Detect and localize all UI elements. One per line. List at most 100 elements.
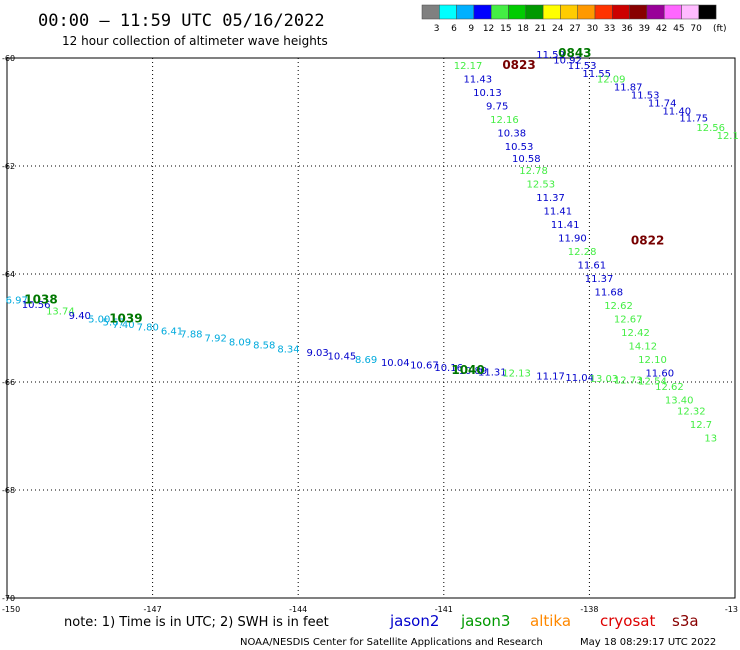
wave-height-label: 13: [704, 433, 717, 444]
wave-height-label: 11.53: [568, 61, 597, 72]
wave-height-label: 12.62: [655, 382, 684, 393]
wave-height-label: 10.53: [505, 142, 534, 153]
wave-height-label: 11.40: [662, 107, 691, 118]
x-tick-label: -138: [580, 605, 598, 614]
x-tick-label: -141: [435, 605, 453, 614]
wave-height-label: 7.40: [112, 320, 134, 331]
plot-frame: [6, 57, 736, 599]
wave-height-label: 12.32: [677, 406, 706, 417]
wave-height-label: 11.60: [645, 369, 674, 380]
footnote: note: 1) Time is in UTC; 2) SWH is in fe…: [64, 615, 329, 630]
legend-swatch: [646, 4, 665, 20]
wave-height-label: 12.67: [614, 315, 643, 326]
y-tick-label: -70: [2, 594, 15, 603]
wave-height-label: 11.41: [544, 207, 573, 218]
legend-swatch: [456, 4, 475, 20]
wave-height-label: 12.28: [568, 247, 597, 258]
wave-height-label: 10.67: [410, 361, 439, 372]
wave-height-label: 8.09: [229, 337, 251, 348]
legend-swatch: [629, 4, 648, 20]
legend-swatch: [525, 4, 544, 20]
wave-height-label: 10.16: [434, 363, 463, 374]
wave-height-label: 13.03: [590, 374, 619, 385]
wave-height-label: 13.74: [46, 307, 75, 318]
wave-height-label: 12.54: [638, 377, 667, 388]
wave-height-label: 6.97: [6, 296, 28, 307]
legend-label: 21: [535, 24, 546, 34]
wave-height-label: 9.03: [306, 348, 328, 359]
wave-height-label: 12.56: [696, 123, 725, 134]
wave-height-label: 11.75: [679, 114, 708, 125]
y-tick-label: -64: [2, 270, 15, 279]
wave-height-label: 7.88: [180, 330, 202, 341]
legend-label: 39: [639, 24, 651, 34]
pass-time-labels: 1038 1039 1040 0823 0822 0843: [24, 46, 664, 377]
wave-height-label: 11.17: [536, 371, 565, 382]
wave-height-label: 12.78: [519, 166, 548, 177]
wave-height-label: 13.40: [665, 396, 694, 407]
pass-time-label: 1038: [24, 293, 57, 307]
pass-time-label: 0823: [502, 58, 535, 72]
mission-label-s3a: s3a: [672, 612, 699, 630]
legend-swatch: [560, 4, 578, 20]
chart-title: 00:00 – 11:59 UTC 05/16/2022: [38, 11, 325, 31]
wave-height-label: 11.04: [565, 373, 594, 384]
wave-height-label: 9.40: [69, 311, 91, 322]
legend-label: 12: [483, 24, 494, 34]
wave-height-label: 12.1: [717, 131, 739, 142]
pass-time-label: 0822: [631, 233, 664, 247]
wave-height-label: 10.13: [473, 88, 502, 99]
grid-lines: [7, 58, 735, 598]
legend-swatch: [473, 4, 492, 20]
x-tick-label: -144: [289, 605, 307, 614]
wave-height-label: 7.92: [205, 334, 227, 345]
pass-time-label: 1040: [451, 363, 484, 377]
wave-height-label: 10.89: [459, 366, 488, 377]
legend-label: 70: [690, 24, 702, 34]
y-tick-label: -68: [2, 486, 15, 495]
legend-swatch: [698, 4, 717, 20]
wave-height-label: 7.80: [137, 323, 159, 334]
chart-subtitle: 12 hour collection of altimeter wave hei…: [62, 34, 328, 48]
wave-height-label: 11.90: [558, 234, 587, 245]
mission-label-jason3: jason3: [460, 612, 510, 630]
wave-height-label: 12.10: [638, 355, 667, 366]
legend-label: 15: [500, 24, 511, 34]
wave-height-label: 14.12: [628, 342, 657, 353]
legend-label: 33: [604, 24, 615, 34]
wave-height-label: 12.73: [614, 376, 643, 387]
wave-height-label: 8.58: [253, 341, 275, 352]
wave-height-label: 9.75: [486, 101, 508, 112]
wave-height-label: 5.67: [103, 317, 125, 328]
y-tick-label: -66: [2, 378, 15, 387]
wave-height-label: 11.43: [463, 74, 492, 85]
legend-swatch: [439, 4, 457, 20]
timestamp-text: May 18 08:29:17 UTC 2022: [580, 637, 716, 648]
legend-swatch: [663, 4, 682, 20]
wave-height-label: 11.41: [551, 220, 580, 231]
y-tick-label: -62: [2, 162, 15, 171]
x-tick-label: -150: [2, 605, 20, 614]
wave-height-label: 12.7: [690, 420, 712, 431]
legend-label: 3: [434, 24, 440, 34]
legend-swatch: [421, 4, 440, 20]
wave-height-label: 10.45: [328, 351, 357, 362]
legend-label: 6: [451, 24, 457, 34]
wave-height-label: 11.87: [614, 82, 643, 93]
wave-height-label: 12.17: [454, 61, 483, 72]
wave-height-label: 10.58: [512, 154, 541, 165]
legend-label: 30: [587, 24, 599, 34]
legend-swatch: [577, 4, 596, 20]
mission-label-cryosat: cryosat: [600, 612, 655, 630]
axis-tick-labels: -150 -147 -144 -141 -138 -13 -60 -62 -64 -66 -68 -7…: [2, 54, 738, 614]
wave-height-label: 12.13: [502, 369, 531, 380]
wave-height-label: 10.56: [22, 300, 51, 311]
mission-label-altika: altika: [530, 612, 571, 630]
legend-label: 9: [468, 24, 474, 34]
wave-height-label: 11.74: [648, 99, 677, 110]
legend-swatch: [681, 4, 700, 20]
legend-label: 36: [621, 24, 633, 34]
legend-label: 42: [656, 24, 667, 34]
